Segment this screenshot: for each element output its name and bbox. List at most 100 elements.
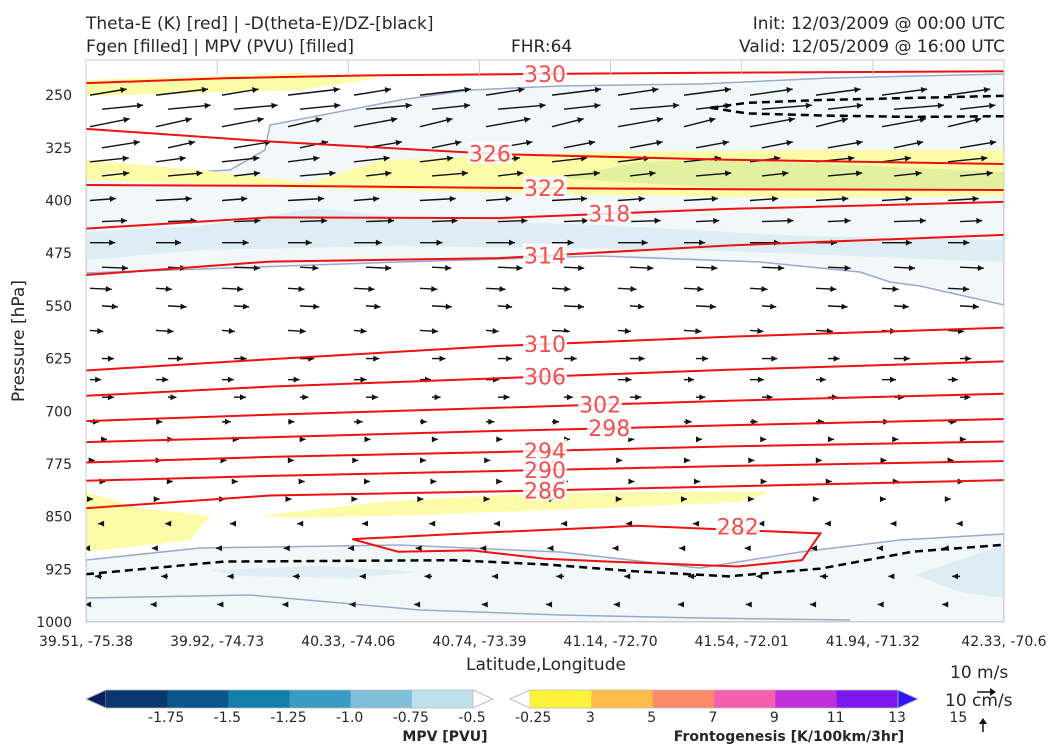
wind-arrow	[881, 116, 927, 128]
wind-arrow	[893, 264, 916, 271]
contour-label-326: 326	[469, 143, 511, 168]
wind-arrow	[683, 328, 702, 335]
wind-arrow	[287, 155, 320, 163]
wind-arrow	[683, 195, 718, 202]
wind-arrow	[760, 478, 767, 485]
theta-e-contour-286	[86, 479, 1004, 510]
wind-arrow	[282, 601, 289, 608]
wind-arrow	[815, 457, 822, 464]
wind-arrow	[761, 170, 789, 177]
wind-arrow	[617, 116, 664, 128]
theta-e-contour-322	[86, 184, 1004, 191]
wind-arrow	[299, 303, 320, 310]
y-tick-label: 325	[45, 141, 72, 157]
wind-arrow	[959, 102, 996, 110]
wind-arrow	[166, 478, 173, 485]
wind-arrow	[613, 601, 620, 608]
wind-arrow	[353, 327, 367, 334]
wind-arrow	[825, 478, 832, 485]
wind-arrow	[816, 376, 826, 383]
wind-arrow	[485, 87, 525, 96]
wind-arrow	[756, 573, 763, 580]
wind-arrow	[167, 102, 211, 110]
colorbar-tick-label: -1.5	[214, 710, 241, 726]
wind-arrow	[485, 116, 531, 128]
wind-arrow	[497, 170, 524, 177]
wind-arrow	[815, 117, 849, 128]
wind-arrow	[101, 139, 140, 149]
wind-arrow	[750, 376, 764, 383]
wind-arrow	[696, 394, 706, 401]
wind-arrow	[827, 139, 863, 149]
wind-arrow	[629, 139, 663, 149]
stability-contour	[710, 94, 1004, 110]
colorbar-tick-label: 5	[647, 710, 656, 726]
wind-arrow	[498, 355, 513, 362]
wind-arrow	[564, 355, 577, 362]
contour-label-298: 298	[588, 417, 630, 442]
wind-arrow	[893, 217, 926, 224]
wind-arrow	[959, 139, 997, 149]
wind-arrow	[86, 601, 92, 608]
wind-arrow	[762, 394, 773, 401]
wind-arrow	[551, 285, 571, 292]
wind-arrow	[960, 394, 971, 401]
wind-arrow	[959, 217, 983, 224]
wind-arrow	[233, 303, 250, 310]
colorbar-tick-label: 11	[827, 710, 845, 726]
wind-arrow	[217, 601, 224, 608]
y-tick-label: 625	[45, 352, 72, 368]
wind-arrow	[827, 217, 851, 224]
wind-arrow	[497, 264, 523, 271]
wind-arrow	[431, 436, 438, 443]
valid-time: Valid: 12/05/2009 @ 16:00 UTC	[739, 37, 1005, 57]
wind-arrow	[365, 303, 381, 310]
wind-arrow	[101, 217, 128, 224]
wind-arrow	[353, 116, 398, 128]
wind-arrow	[283, 545, 290, 552]
wind-arrow	[497, 102, 546, 110]
wind-arrow	[221, 87, 259, 96]
wind-arrow	[882, 376, 896, 383]
wind-arrow	[485, 195, 512, 202]
wind-arrow	[812, 496, 819, 503]
wind-arrow	[90, 376, 102, 383]
wind-arrow	[233, 217, 261, 224]
wind-arrow	[747, 496, 754, 503]
wind-arrow	[494, 520, 501, 527]
wind-arrow	[89, 328, 104, 335]
wind-arrow	[496, 478, 503, 485]
colorbar-tick-label: -1.0	[336, 710, 363, 726]
wind-arrow	[354, 418, 363, 425]
wind-arrow	[101, 303, 118, 310]
theta-e-contour-302	[86, 392, 1004, 423]
wind-arrow	[881, 195, 912, 202]
contour-label-310: 310	[524, 333, 566, 358]
wind-arrow	[363, 478, 370, 485]
wind-arrow	[165, 520, 172, 527]
wind-arrow	[496, 436, 503, 443]
wind-arrow	[231, 478, 238, 485]
wind-arrow	[486, 418, 495, 425]
colorbar-tick-label: -1.25	[270, 710, 306, 726]
contour-label-330: 330	[524, 63, 566, 88]
theta-e-contour-282	[351, 524, 823, 568]
wind-arrow	[222, 376, 234, 383]
wind-arrow	[480, 545, 487, 552]
wind-arrow	[155, 195, 192, 202]
wind-arrow	[684, 239, 706, 246]
wind-arrow	[745, 601, 752, 608]
wind-arrow	[353, 155, 390, 163]
wind-arrow	[695, 303, 716, 310]
wind-arrow	[420, 239, 443, 246]
wind-arrow	[419, 285, 438, 292]
wind-arrow	[419, 457, 426, 464]
x-tick-label: 39.92, -74.73	[170, 634, 264, 650]
wind-arrow	[762, 355, 778, 362]
wind-arrow	[101, 265, 129, 272]
wind-arrow	[492, 573, 499, 580]
wind-arrow	[285, 496, 292, 503]
wind-arrow	[353, 286, 375, 293]
wind-arrow	[827, 170, 863, 177]
wind-arrow	[287, 86, 340, 96]
